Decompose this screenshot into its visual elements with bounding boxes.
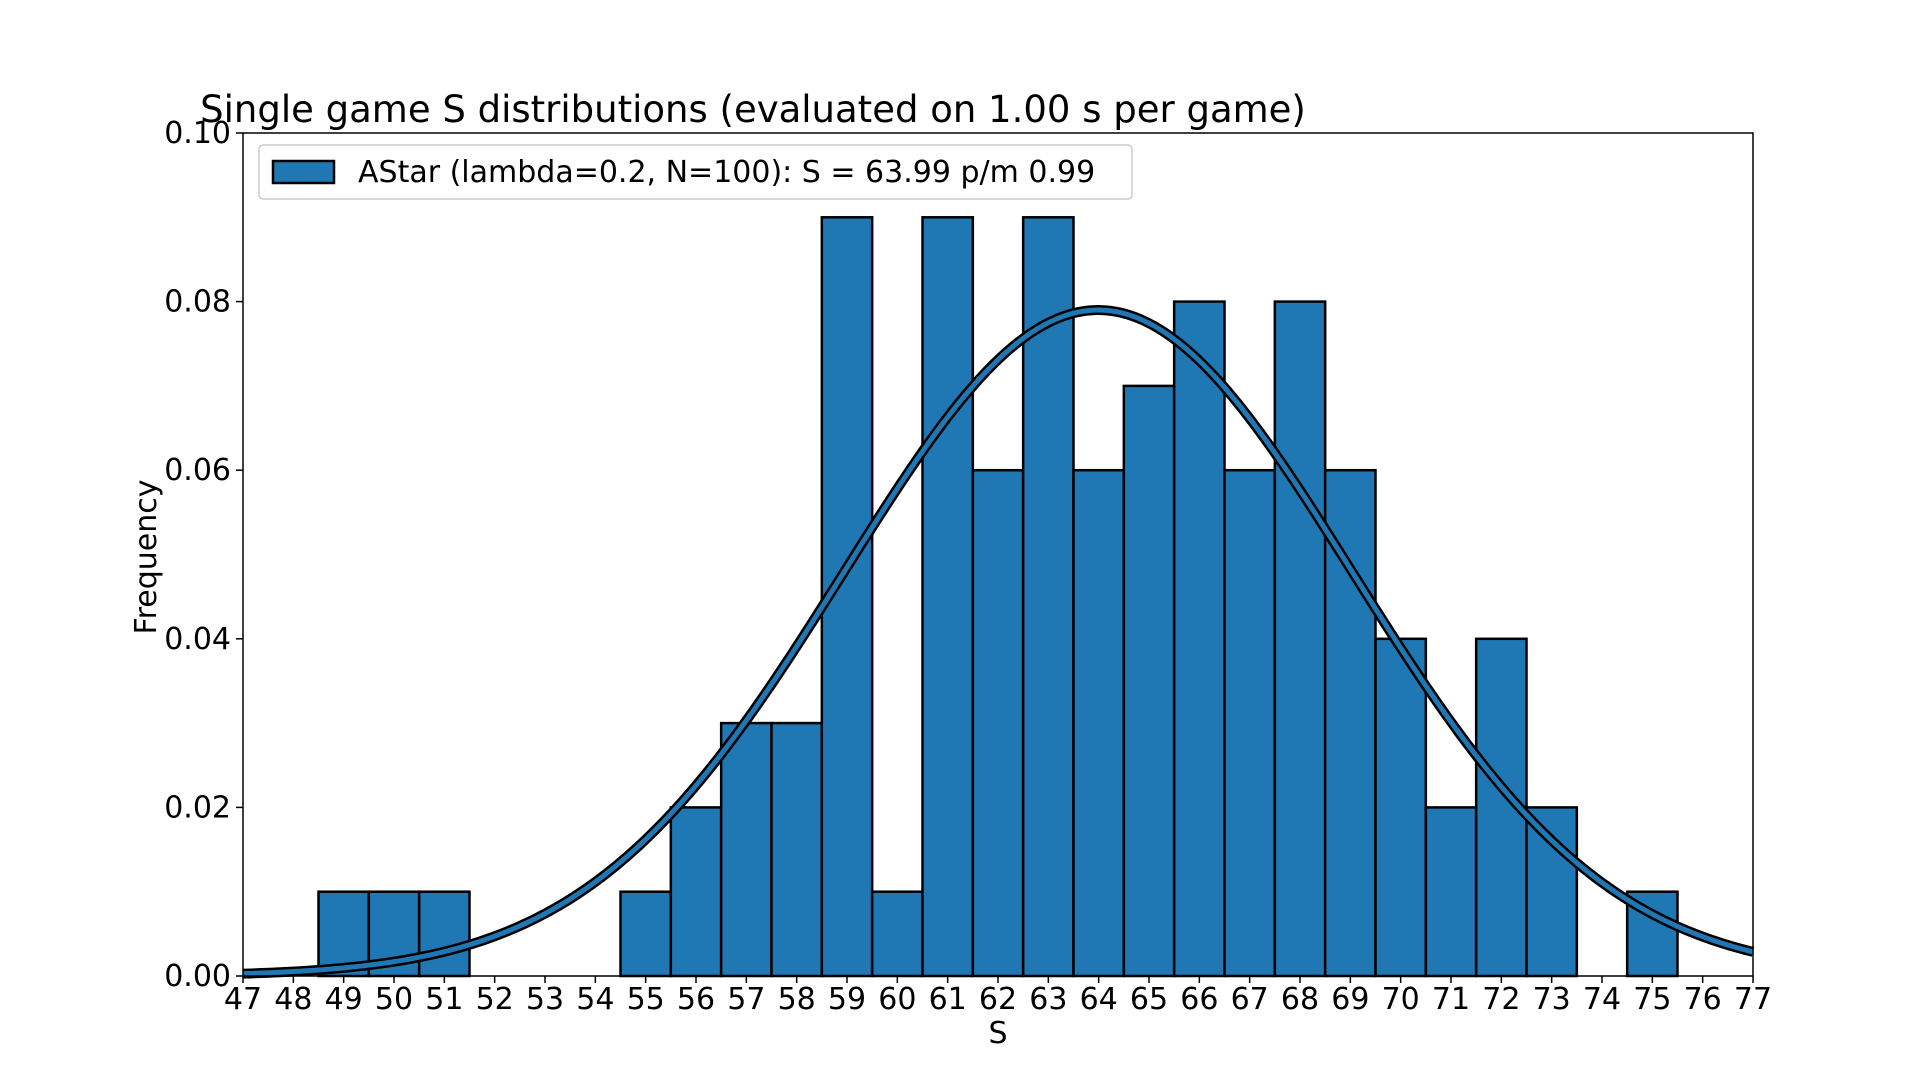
x-tick-label: 47 [224,982,262,1017]
y-tick-label: 0.04 [164,622,231,657]
fit-curve-group [241,305,1755,979]
legend: AStar (lambda=0.2, N=100): S = 63.99 p/m… [258,144,1133,200]
x-tick-label: 70 [1382,982,1420,1017]
histogram-bar [1525,806,1579,978]
x-tick-label: 53 [526,982,564,1017]
histogram-bar [1374,637,1428,978]
legend-label: AStar (lambda=0.2, N=100): S = 63.99 p/m… [358,155,1095,190]
histogram-bar [1072,468,1126,978]
y-tick-label: 0.00 [164,959,231,994]
histogram-bar [1223,468,1277,978]
histogram-bar [921,216,975,978]
x-axis-ticks: 47 48 49 50 51 52 53 54 55 56 57 58 59 60 61 62 63 64 65 66… [224,976,1772,1017]
x-tick-label: 66 [1180,982,1218,1017]
x-tick-label: 52 [476,982,514,1017]
y-tick-label: 0.10 [164,116,231,151]
x-tick-label: 63 [1029,982,1067,1017]
y-axis-ticks: 0.00 0.02 0.04 0.06 0.08 0.10 [164,116,243,994]
x-tick-label: 65 [1130,982,1168,1017]
x-tick-label: 77 [1734,982,1772,1017]
histogram-bar [1273,300,1327,978]
x-tick-label: 75 [1633,982,1671,1017]
histogram-bar [870,890,924,978]
x-tick-label: 57 [727,982,765,1017]
histogram-bar [770,721,824,978]
x-tick-label: 56 [677,982,715,1017]
x-tick-label: 59 [828,982,866,1017]
y-tick-label: 0.02 [164,790,231,825]
x-tick-label: 48 [274,982,312,1017]
histogram-bar [669,806,723,978]
x-tick-label: 55 [627,982,665,1017]
histogram-bar [619,890,673,978]
x-tick-label: 58 [778,982,816,1017]
histogram-bar [971,468,1025,978]
x-axis-title: S [988,1016,1007,1051]
x-tick-label: 49 [325,982,363,1017]
legend-swatch [271,159,336,185]
histogram-bar [417,890,471,978]
x-tick-label: 64 [1080,982,1118,1017]
histogram-bar [1172,300,1226,978]
x-tick-label: 76 [1684,982,1722,1017]
x-tick-label: 54 [576,982,614,1017]
x-tick-label: 62 [979,982,1017,1017]
x-tick-label: 67 [1231,982,1269,1017]
x-tick-label: 60 [878,982,916,1017]
x-tick-label: 50 [375,982,413,1017]
y-tick-label: 0.08 [164,285,231,320]
x-tick-label: 61 [929,982,967,1017]
chart-title: Single game S distributions (evaluated o… [200,88,1306,131]
x-tick-label: 69 [1331,982,1369,1017]
fit-curve-line [242,307,1754,977]
x-tick-label: 73 [1533,982,1571,1017]
legend-box [258,144,1133,200]
x-tick-label: 72 [1482,982,1520,1017]
histogram-bar [1122,384,1176,978]
x-tick-label: 74 [1583,982,1621,1017]
y-tick-label: 0.06 [164,453,231,488]
x-tick-label: 71 [1432,982,1470,1017]
y-axis-title: Frequency [129,480,164,635]
histogram-bar [719,721,773,978]
x-tick-label: 68 [1281,982,1319,1017]
x-tick-label: 51 [425,982,463,1017]
bars-group [317,216,1679,978]
histogram-bar [1424,806,1478,978]
